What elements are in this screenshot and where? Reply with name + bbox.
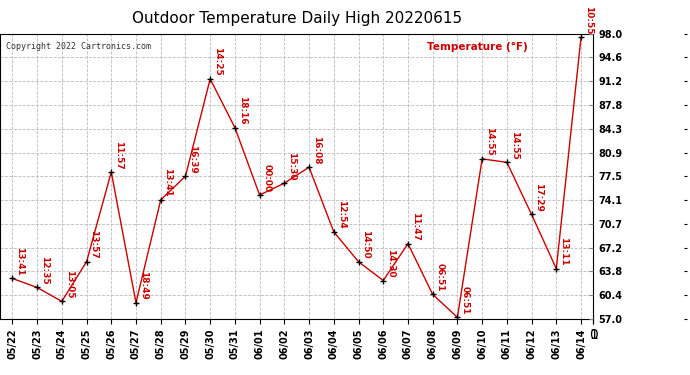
Text: 14:50: 14:50 — [362, 230, 371, 259]
Text: Outdoor Temperature Daily High 20220615: Outdoor Temperature Daily High 20220615 — [132, 11, 462, 26]
Text: 12:54: 12:54 — [337, 200, 346, 229]
Text: Copyright 2022 Cartronics.com: Copyright 2022 Cartronics.com — [6, 42, 151, 51]
Text: 11:57: 11:57 — [114, 141, 123, 169]
Text: 16:39: 16:39 — [188, 145, 197, 174]
Text: 14:25: 14:25 — [213, 47, 222, 76]
Text: 06:51: 06:51 — [435, 263, 444, 292]
Text: 10:55: 10:55 — [584, 6, 593, 34]
Text: 14:55: 14:55 — [485, 128, 494, 156]
Text: 17:29: 17:29 — [534, 183, 543, 212]
Text: 16:08: 16:08 — [312, 136, 321, 164]
Text: 06:51: 06:51 — [460, 286, 469, 315]
Text: 13:41: 13:41 — [15, 247, 24, 276]
Text: 11:47: 11:47 — [411, 212, 420, 241]
Text: 13:57: 13:57 — [89, 230, 98, 259]
Text: 18:49: 18:49 — [139, 271, 148, 300]
Text: 13:41: 13:41 — [164, 168, 172, 197]
Text: 15:30: 15:30 — [287, 152, 296, 180]
Text: 13:11: 13:11 — [559, 237, 568, 266]
Text: 14:30: 14:30 — [386, 249, 395, 278]
Text: Temperature (°F): Temperature (°F) — [427, 42, 528, 52]
Text: 14:55: 14:55 — [510, 131, 519, 160]
Text: 00:00: 00:00 — [262, 164, 271, 192]
Text: 13:05: 13:05 — [65, 270, 74, 298]
Text: 12:35: 12:35 — [40, 256, 49, 285]
Text: 18:16: 18:16 — [237, 96, 246, 125]
